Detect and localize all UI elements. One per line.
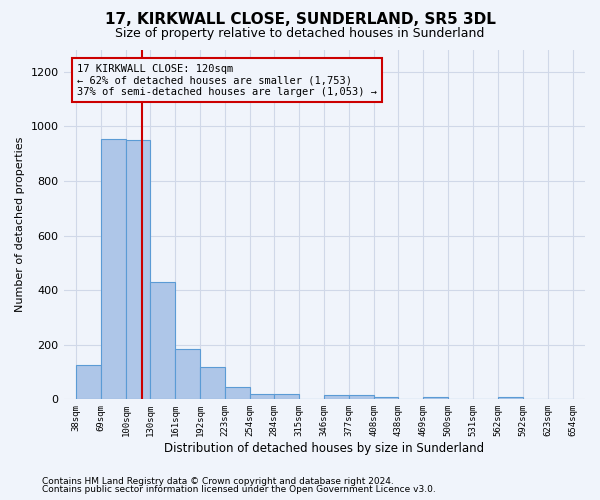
Text: Size of property relative to detached houses in Sunderland: Size of property relative to detached ho… — [115, 28, 485, 40]
Text: Contains public sector information licensed under the Open Government Licence v3: Contains public sector information licen… — [42, 485, 436, 494]
Bar — [150, 282, 175, 400]
Text: 17, KIRKWALL CLOSE, SUNDERLAND, SR5 3DL: 17, KIRKWALL CLOSE, SUNDERLAND, SR5 3DL — [104, 12, 496, 28]
Y-axis label: Number of detached properties: Number of detached properties — [15, 137, 25, 312]
Bar — [324, 395, 349, 400]
Bar — [200, 366, 225, 400]
Bar — [126, 140, 150, 400]
Bar — [225, 387, 250, 400]
Bar — [274, 394, 299, 400]
Bar — [424, 396, 448, 400]
Bar — [349, 395, 374, 400]
Bar — [499, 396, 523, 400]
Text: Contains HM Land Registry data © Crown copyright and database right 2024.: Contains HM Land Registry data © Crown c… — [42, 477, 394, 486]
Bar — [76, 365, 101, 400]
X-axis label: Distribution of detached houses by size in Sunderland: Distribution of detached houses by size … — [164, 442, 484, 455]
Text: 17 KIRKWALL CLOSE: 120sqm
← 62% of detached houses are smaller (1,753)
37% of se: 17 KIRKWALL CLOSE: 120sqm ← 62% of detac… — [77, 64, 377, 97]
Bar — [101, 138, 126, 400]
Bar — [175, 349, 200, 400]
Bar — [250, 394, 274, 400]
Bar — [374, 396, 398, 400]
